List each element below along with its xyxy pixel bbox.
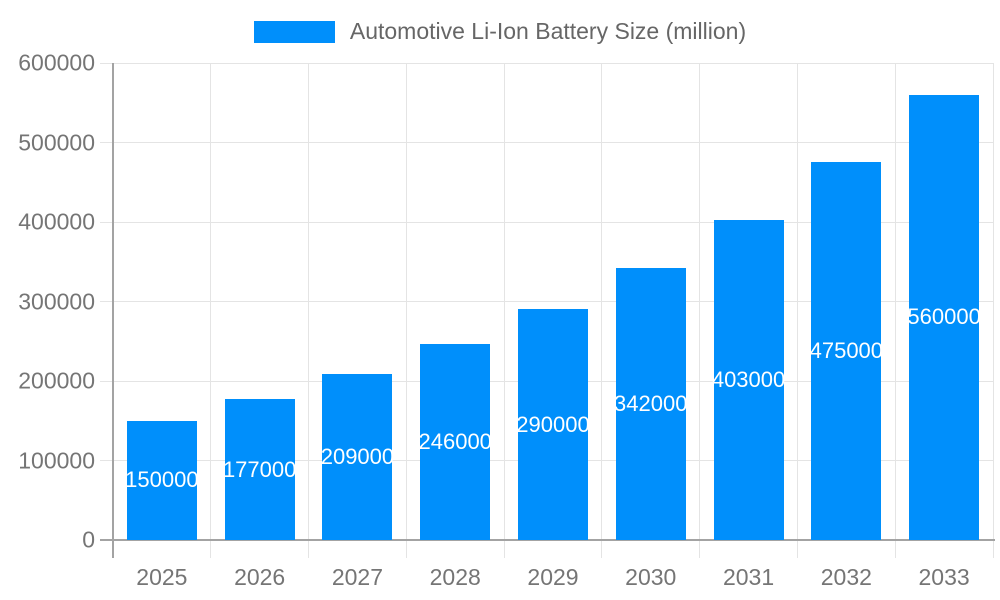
plot-area: 0 100000 200000 300000 400000 500000 600000 150… [18,50,995,590]
y-gridline [100,62,993,64]
bar[interactable] [420,344,491,540]
x-gridline [503,63,505,558]
x-gridline [308,63,310,558]
x-tick-label: 2028 [429,564,481,590]
legend-label: Automotive Li-Ion Battery Size (million) [349,18,747,44]
y-tick-label: 300000 [18,288,95,314]
x-gridline [405,63,407,558]
x-axis-line [100,539,995,541]
y-tick-label: 0 [82,526,95,553]
y-tick-label: 600000 [18,49,95,76]
legend[interactable]: Automotive Li-Ion Battery Size (million) [0,18,1000,45]
y-tick-label: 200000 [18,367,95,394]
x-gridline [894,63,896,558]
x-tick-label: 2033 [918,564,970,590]
x-tick-label: 2026 [234,564,286,590]
bar[interactable] [615,268,686,540]
x-gridline [210,63,212,558]
x-tick-label: 2029 [527,564,579,590]
y-tick-label: 500000 [18,129,95,155]
bar[interactable] [224,399,295,540]
y-gridline [100,301,993,302]
y-axis-line [112,63,114,558]
x-tick-label: 2030 [625,564,677,590]
x-tick-label: 2027 [331,564,384,590]
bar[interactable] [126,420,197,540]
bar[interactable] [322,373,393,540]
legend-swatch[interactable] [253,20,335,43]
y-tick-label: 100000 [18,447,95,473]
y-gridline [100,221,993,223]
bar[interactable] [518,309,588,540]
x-tick-label: 2025 [136,564,188,590]
y-gridline [100,142,993,143]
bar[interactable] [811,162,882,540]
bar[interactable] [909,94,980,540]
x-gridline [992,63,994,558]
bar[interactable] [713,219,784,540]
x-tick-label: 2031 [722,564,775,590]
y-tick-label: 400000 [18,208,95,235]
x-gridline [699,63,701,558]
x-tick-label: 2032 [820,564,872,590]
x-gridline [601,63,603,558]
x-gridline [796,63,798,558]
